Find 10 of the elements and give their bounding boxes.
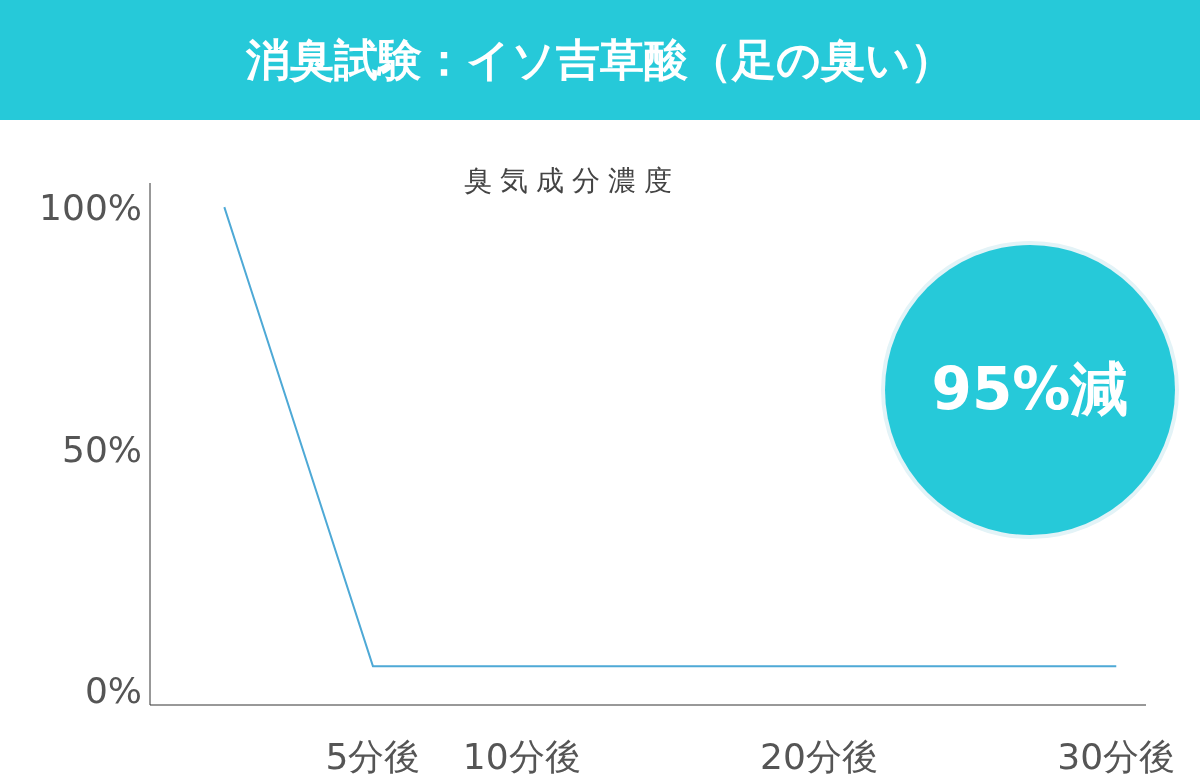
chart-title: 消臭試験：イソ吉草酸（足の臭い） <box>0 0 1200 120</box>
x-tick-label: 10分後 <box>462 735 581 777</box>
x-tick-label: 5分後 <box>325 735 421 777</box>
annotation: 95%減 <box>931 354 1129 425</box>
x-tick-label: 30分後 <box>1057 735 1176 777</box>
y-tick-label: 50% <box>61 428 142 470</box>
y-tick-label: 0% <box>84 670 142 712</box>
y-tick-label: 100% <box>39 186 142 228</box>
x-tick-label: 20分後 <box>760 735 878 777</box>
y-axis-title: 臭気成分濃度 <box>463 163 681 199</box>
